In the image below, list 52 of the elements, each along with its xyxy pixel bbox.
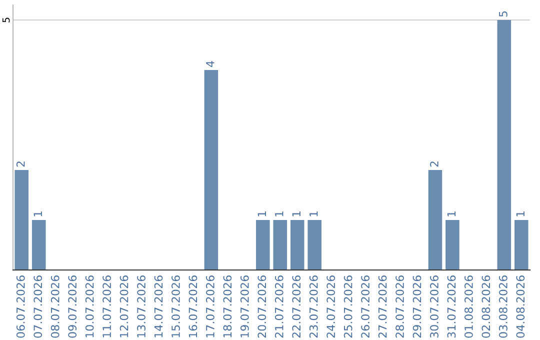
x-tick-label: 23.07.2026	[309, 276, 318, 338]
x-tick-label: 18.07.2026	[223, 276, 232, 338]
bar	[514, 220, 528, 270]
data-label: 1	[447, 211, 456, 216]
x-tick-label: 02.08.2026	[482, 276, 490, 338]
bar	[14, 170, 29, 270]
data-label: 1	[292, 211, 300, 216]
x-tick-label: 03.08.2026	[498, 276, 508, 338]
bar	[204, 70, 218, 270]
data-label: 1	[310, 211, 318, 216]
x-tick-label: 26.07.2026	[361, 276, 370, 338]
x-tick-label: 20.07.2026	[258, 276, 266, 338]
data-label: 4	[206, 61, 214, 67]
x-tick-label: 07.07.2026	[34, 276, 42, 338]
x-tick-label: 14.07.2026	[154, 276, 163, 338]
x-tick-label: 25.07.2026	[344, 276, 352, 338]
x-tick-label: 13.07.2026	[137, 276, 146, 338]
x-tick-label: 12.07.2026	[120, 276, 128, 338]
x-tick-label: 17.07.2026	[206, 276, 214, 338]
x-tick-label: 15.07.2026	[172, 276, 180, 338]
x-tick-label: 29.07.2026	[412, 276, 422, 338]
data-label: 1	[258, 211, 266, 216]
bar	[256, 220, 270, 270]
bar	[273, 220, 288, 270]
data-label: 1	[516, 211, 524, 216]
x-tick-label: 31.07.2026	[447, 276, 456, 338]
bar	[446, 220, 460, 270]
data-label: 2	[16, 162, 25, 167]
data-label: 1	[275, 211, 284, 216]
bar	[290, 220, 304, 270]
bar	[32, 220, 46, 270]
x-tick-label: 28.07.2026	[396, 276, 404, 338]
x-tick-label: 16.07.2026	[188, 276, 198, 338]
x-tick-label: 24.07.2026	[326, 276, 336, 338]
data-label: 1	[34, 211, 42, 216]
x-tick-label: 30.07.2026	[430, 276, 438, 338]
x-tick-label: 09.07.2026	[68, 276, 77, 338]
x-tick-label: 06.07.2026	[16, 276, 25, 338]
bar	[308, 220, 322, 270]
x-tick-label: 11.07.2026	[102, 276, 112, 338]
x-tick-label: 04.08.2026	[516, 276, 525, 338]
x-tick-label: 01.08.2026	[464, 276, 473, 338]
x-tick-label: 22.07.2026	[292, 276, 301, 338]
data-label: 2	[430, 162, 438, 167]
x-tick-label: 08.07.2026	[50, 276, 60, 338]
x-tick-label: 21.07.2026	[274, 276, 284, 338]
x-tick-label: 27.07.2026	[378, 276, 387, 338]
x-tick-label: 10.07.2026	[85, 276, 94, 338]
bar	[497, 20, 512, 270]
x-tick-label: 19.07.2026	[240, 276, 249, 338]
bar	[428, 170, 442, 270]
data-label: 5	[499, 11, 508, 17]
